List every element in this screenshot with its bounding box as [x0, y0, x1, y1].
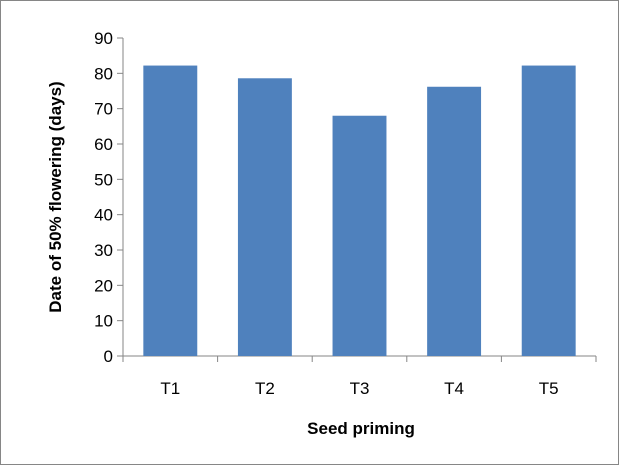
x-tick-label: T1: [160, 379, 180, 398]
y-axis: 0 10 20 30 40 50 60 70 80 90: [94, 29, 124, 366]
x-axis: T1 T2 T3 T4 T5: [122, 355, 597, 398]
y-tick-label: 40: [94, 206, 113, 225]
y-tick-label: 30: [94, 241, 113, 260]
y-tick-label: 20: [94, 276, 113, 295]
bar-t4: [427, 86, 482, 356]
y-tick-label: 10: [94, 312, 113, 331]
bar-t1: [143, 65, 198, 356]
bar-series: [143, 65, 576, 356]
x-tick-label: T3: [350, 379, 370, 398]
bar-t3: [332, 115, 387, 356]
bar-t2: [237, 78, 292, 356]
x-tick-label: T5: [539, 379, 559, 398]
y-tick-label: 70: [94, 100, 113, 119]
y-tick-label: 50: [94, 170, 113, 189]
y-axis-title: Date of 50% flowering (days): [46, 81, 65, 312]
x-tick-label: T4: [444, 379, 464, 398]
x-axis-title: Seed priming: [307, 419, 415, 438]
y-tick-label: 60: [94, 135, 113, 154]
y-tick-label: 90: [94, 29, 113, 48]
y-tick-label: 0: [104, 347, 113, 366]
bar-t5: [521, 65, 576, 356]
x-tick-label: T2: [255, 379, 275, 398]
y-tick-label: 80: [94, 64, 113, 83]
